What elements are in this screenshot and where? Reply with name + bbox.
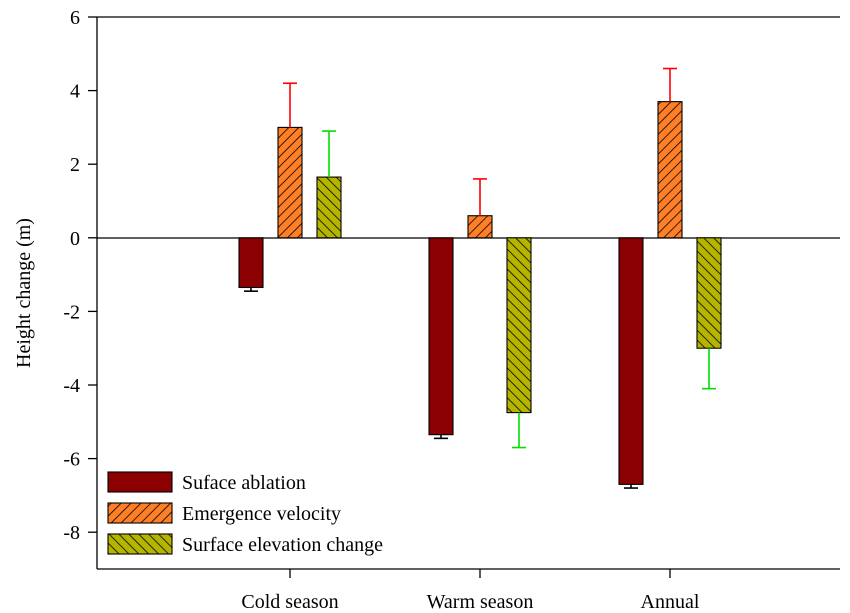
bar	[618, 237, 644, 485]
error-bars	[244, 67, 716, 489]
bar	[238, 237, 264, 289]
y-tick-label: -8	[63, 522, 80, 544]
y-tick-label: 6	[70, 7, 80, 29]
bar	[316, 176, 342, 239]
plot-area: 6 4 2 0 -2 -4 -6 -8 Cold season Warm season Annua…	[63, 7, 840, 613]
legend-swatch	[107, 533, 173, 555]
bar	[428, 237, 454, 436]
bar	[277, 126, 303, 239]
y-ticks: 6 4 2 0 -2 -4 -6 -8	[63, 7, 97, 544]
error-bar	[283, 82, 297, 128]
bar	[696, 237, 722, 349]
legend-swatch	[107, 502, 173, 524]
x-tick-label: Cold season	[241, 591, 338, 613]
bar	[506, 237, 532, 414]
error-bar	[434, 434, 448, 440]
error-bar	[702, 348, 716, 390]
error-bar	[512, 412, 526, 449]
legend-label: Suface ablation	[182, 472, 306, 494]
error-bar	[322, 130, 336, 178]
bars	[238, 101, 722, 485]
x-ticks: Cold season Warm season Annual	[241, 569, 700, 613]
y-tick-label: -2	[63, 301, 80, 323]
y-axis-title: Height change (m)	[13, 218, 35, 368]
error-bar	[624, 484, 638, 489]
legend: Suface ablation Emergence velocity Surface…	[107, 471, 383, 556]
x-tick-label: Annual	[641, 591, 700, 613]
bar	[657, 101, 683, 239]
x-tick-label: Warm season	[427, 591, 534, 613]
error-bar	[663, 67, 677, 102]
bar	[467, 215, 493, 239]
y-tick-label: 0	[70, 228, 80, 250]
legend-swatch	[107, 471, 173, 493]
y-tick-label: 2	[70, 154, 80, 176]
y-tick-label: -4	[63, 375, 80, 397]
legend-label: Emergence velocity	[182, 503, 341, 525]
y-tick-label: -6	[63, 449, 80, 471]
error-bar	[244, 287, 258, 292]
error-bar	[473, 178, 487, 216]
legend-label: Surface elevation change	[182, 534, 383, 556]
y-tick-label: 4	[70, 81, 80, 103]
